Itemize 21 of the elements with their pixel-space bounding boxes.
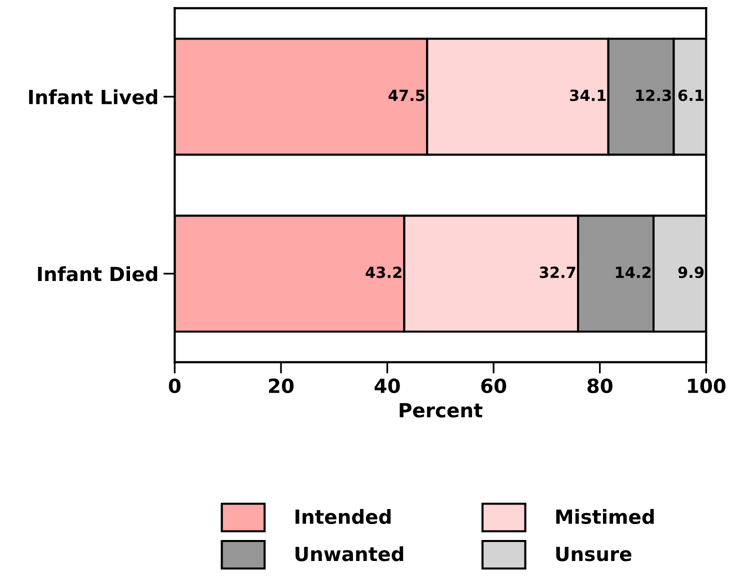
data-label: 6.1 bbox=[678, 90, 704, 102]
data-label: 43.2 bbox=[366, 266, 402, 278]
legend-label: Unwanted bbox=[296, 546, 404, 562]
data-label: 34.1 bbox=[570, 90, 606, 102]
legend-label: Unsure bbox=[556, 546, 632, 562]
x-axis-title: Percent bbox=[400, 403, 482, 418]
x-tick-label: 20 bbox=[269, 378, 294, 394]
data-label: 9.9 bbox=[678, 266, 704, 278]
x-tick-label: 0 bbox=[168, 378, 181, 394]
data-label: 14.2 bbox=[616, 266, 651, 278]
data-label: 47.5 bbox=[388, 90, 424, 102]
x-tick-label: 100 bbox=[688, 378, 726, 394]
y-tick-label: Infant Died bbox=[38, 266, 158, 282]
x-tick-label: 80 bbox=[588, 378, 612, 394]
data-label: 32.7 bbox=[540, 266, 576, 278]
y-tick-label: Infant Lived bbox=[29, 89, 158, 104]
x-tick-label: 40 bbox=[374, 378, 400, 394]
data-label: 12.3 bbox=[636, 90, 671, 102]
legend-label: Intended bbox=[296, 509, 391, 524]
legend-label: Mistimed bbox=[556, 509, 654, 524]
x-tick-label: 60 bbox=[481, 378, 506, 394]
